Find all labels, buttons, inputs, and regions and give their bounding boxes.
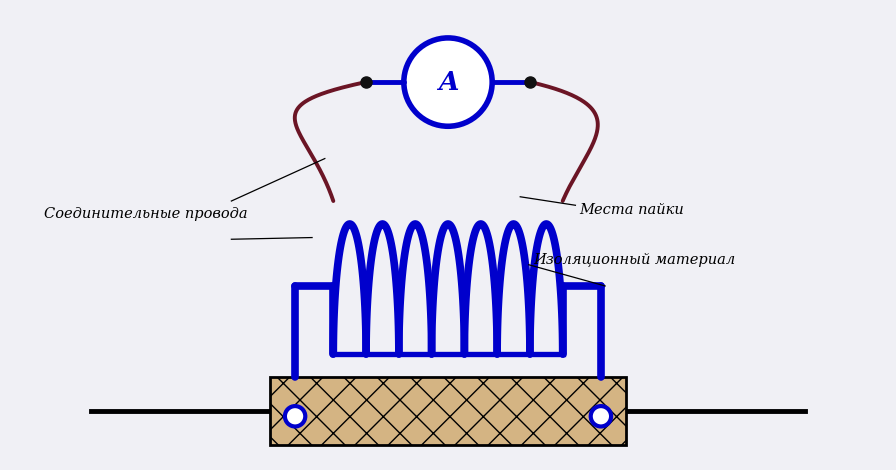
Text: Изоляционный материал: Изоляционный материал xyxy=(533,253,736,267)
Circle shape xyxy=(285,406,306,426)
Bar xyxy=(270,377,626,445)
Text: A: A xyxy=(438,70,458,94)
Text: Места пайки: Места пайки xyxy=(580,203,685,217)
Text: Соединительные провода: Соединительные провода xyxy=(45,207,248,221)
Circle shape xyxy=(404,38,492,126)
Circle shape xyxy=(590,406,611,426)
